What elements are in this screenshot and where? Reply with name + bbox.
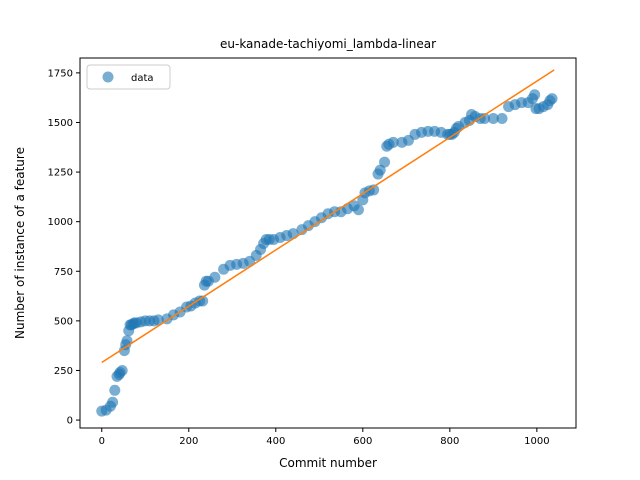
legend-marker-data	[102, 71, 114, 83]
x-tick-label: 600	[353, 436, 372, 447]
y-tick-label: 250	[54, 366, 73, 377]
data-point	[387, 136, 399, 148]
legend: data	[86, 64, 171, 90]
data-point	[479, 113, 491, 125]
y-tick-label: 1250	[48, 168, 73, 179]
y-tick-label: 750	[54, 267, 73, 278]
data-point	[352, 204, 364, 216]
x-axis-label: Commit number	[279, 456, 377, 470]
fit-line-layer	[101, 69, 555, 364]
y-tick-label: 1000	[48, 217, 73, 228]
chart-title: eu-kanade-tachiyomi_lambda-linear	[220, 37, 436, 51]
legend-frame	[86, 64, 171, 90]
y-tick-label: 1500	[48, 118, 73, 129]
data-point	[209, 271, 221, 283]
x-axis-ticks: 0 200 400 600 800 1000	[99, 428, 550, 447]
data-point	[152, 314, 164, 326]
x-tick-label: 200	[179, 436, 198, 447]
y-axis-ticks: 0 250 500 750 1000 1250 1500 1750	[48, 68, 80, 427]
data-point	[116, 364, 128, 376]
y-axis-label: Number of instance of a feature	[13, 147, 27, 339]
plot-area-border	[79, 57, 577, 429]
y-tick-label: 0	[67, 416, 73, 427]
fit-line	[101, 69, 555, 364]
data-point	[109, 384, 121, 396]
y-tick-label: 500	[54, 316, 73, 327]
x-tick-label: 1000	[524, 436, 549, 447]
data-point	[368, 184, 380, 196]
data-point	[487, 113, 499, 125]
data-point	[529, 89, 541, 101]
x-tick-label: 800	[440, 436, 459, 447]
x-tick-label: 400	[266, 436, 285, 447]
data-point	[496, 113, 508, 125]
data-point	[107, 396, 119, 408]
y-tick-label: 1750	[48, 68, 73, 79]
legend-label-data: data	[131, 73, 154, 84]
data-point	[121, 335, 133, 347]
data-point	[546, 93, 558, 105]
x-tick-label: 0	[99, 436, 105, 447]
data-point	[379, 156, 391, 168]
